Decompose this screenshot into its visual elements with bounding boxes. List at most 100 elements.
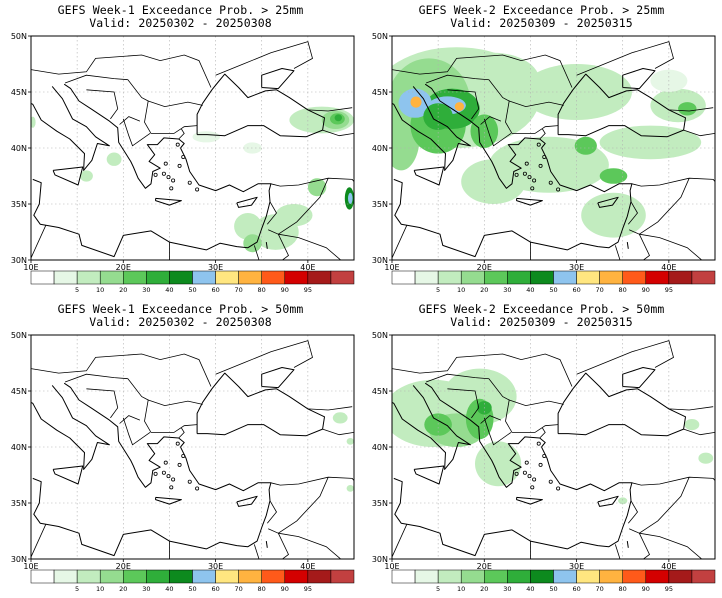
graticule [31,335,354,559]
island [530,485,535,490]
colorbar-label: 50 [549,585,557,593]
colorbar-label: 80 [619,286,627,294]
island [161,470,166,475]
colorbar-label: 60 [211,585,219,593]
probability-shading [31,106,354,253]
lon-label: 20E [116,562,131,571]
panel-title: GEFS Week-2 Exceedance Prob. > 50mm [418,302,665,316]
colorbar-swatch [622,569,647,584]
colorbar-swatch [123,270,147,285]
lat-label: 40N [11,443,27,452]
colorbar-swatch [437,270,462,285]
colorbar-label: 60 [572,585,580,593]
colorbar-swatch [599,569,623,584]
colorbar-label: 10 [457,286,465,294]
island [195,187,200,192]
colorbar-label: 10 [96,286,104,294]
colorbar-label: 60 [211,286,219,294]
coastlines [392,68,715,258]
probability-contour [31,116,36,128]
probability-contour [106,152,122,166]
map-panel-week2-50mm: GEFS Week-2 Exceedance Prob. > 50mm Vali… [361,299,722,598]
colorbar: 5 10 20 30 40 50 60 70 80 90 95 [391,569,716,593]
panel-valid-dates: Valid: 20250309 - 20250315 [450,315,633,329]
island [181,154,186,159]
colorbar-label: 40 [526,585,534,593]
panel-title: GEFS Week-2 Exceedance Prob. > 25mm [418,3,665,17]
colorbar: 5 10 20 30 40 50 60 70 80 90 95 [30,270,355,294]
lon-label: 10E [384,562,399,571]
colorbar-label: 20 [480,286,488,294]
probability-contour [618,497,628,505]
island [524,161,529,166]
colorbar-swatch [414,569,439,584]
colorbar-label: 90 [642,286,650,294]
lon-label: 20E [116,263,131,272]
lon-label: 40E [300,263,315,272]
graticule [31,36,354,260]
lon-label: 40E [661,562,676,571]
colorbar-swatch [307,270,332,285]
country-borders [31,340,354,559]
island [538,163,543,168]
island [171,178,176,183]
colorbar-swatch [330,270,355,285]
colorbar-swatch [530,270,554,285]
colorbar-swatch [146,569,170,584]
colorbar-swatch [507,270,531,285]
colorbar-label: 40 [165,585,173,593]
island [177,462,182,467]
island [536,142,541,147]
island [542,453,547,458]
colorbar-label: 80 [258,585,266,593]
island [522,171,527,176]
graticule [392,335,715,559]
lon-label: 10E [384,263,399,272]
island [532,178,537,183]
probability-shading [332,412,354,492]
colorbar-swatch [553,569,577,584]
colorbar-swatch [284,270,309,285]
probability-contour [461,159,526,205]
colorbar-label: 30 [503,286,511,294]
colorbar-swatch [238,270,262,285]
colorbar-swatch [691,270,716,285]
probability-contour [234,213,262,240]
colorbar-swatch [76,270,101,285]
colorbar-label: 20 [119,585,127,593]
island [175,441,180,446]
island [548,479,553,484]
colorbar-label: 5 [75,286,79,294]
colorbar-swatch [576,569,600,584]
lat-label: 45N [372,387,388,396]
lon-label: 20E [477,562,492,571]
map-panel-week1-25mm: GEFS Week-1 Exceedance Prob. > 25mm Vali… [0,0,361,299]
probability-contour [192,131,221,143]
probability-contour [678,102,697,116]
island [548,180,553,185]
probability-contour [332,412,348,424]
colorbar-swatch [99,569,124,584]
island [171,477,176,482]
probability-contour [275,204,313,227]
colorbar-label: 30 [142,585,150,593]
coastlines [392,367,715,557]
lon-label: 30E [569,562,584,571]
island [527,474,532,479]
lon-label: 10E [23,562,38,571]
panel-valid-dates: Valid: 20250302 - 20250308 [89,315,272,329]
colorbar-label: 30 [142,286,150,294]
colorbar-swatch [215,270,239,285]
colorbar-swatch [30,270,55,285]
lat-label: 50N [372,32,388,41]
colorbar: 5 10 20 30 40 50 60 70 80 90 95 [30,569,355,593]
island [187,479,192,484]
probability-contour [79,170,93,182]
lat-label: 50N [11,32,27,41]
colorbar-swatch [484,569,508,584]
lat-label: 35N [372,200,388,209]
island [195,486,200,491]
lat-label: 35N [11,499,27,508]
island [536,441,541,446]
